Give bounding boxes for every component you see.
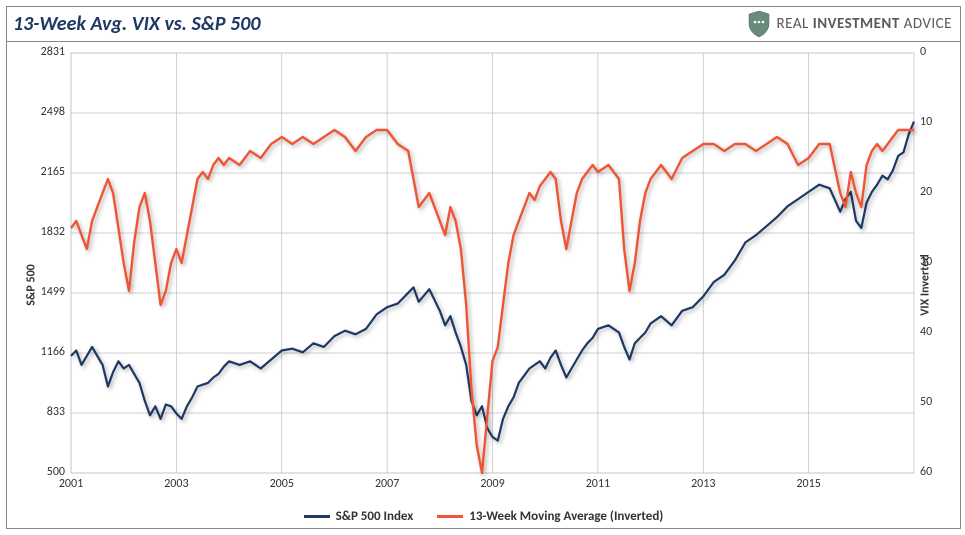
tick-label: 50 xyxy=(920,395,932,409)
tick-label: 2498 xyxy=(41,105,65,119)
tick-label: 2013 xyxy=(691,477,715,491)
tick-label: 30 xyxy=(920,255,932,269)
legend-swatch xyxy=(437,515,463,518)
tick-label: 1499 xyxy=(41,285,65,299)
tick-label: 2005 xyxy=(270,477,294,491)
tick-label: 0 xyxy=(920,45,926,59)
legend-label: S&P 500 Index xyxy=(336,509,414,524)
tick-label: 10 xyxy=(920,115,932,129)
title-bar: 13-Week Avg. VIX vs. S&P 500 REAL INVEST… xyxy=(7,7,960,42)
tick-label: 2831 xyxy=(41,45,65,59)
chart-svg xyxy=(7,41,960,528)
tick-label: 2015 xyxy=(796,477,820,491)
tick-label: 40 xyxy=(920,325,932,339)
tick-label: 60 xyxy=(920,465,932,479)
tick-label: 2011 xyxy=(586,477,610,491)
y-left-axis-label: S&P 500 xyxy=(25,264,39,305)
legend-label: 13-Week Moving Average (Inverted) xyxy=(469,509,663,524)
tick-label: 20 xyxy=(920,185,932,199)
tick-label: 1832 xyxy=(41,225,65,239)
tick-label: 2007 xyxy=(375,477,399,491)
legend-item-vix: 13-Week Moving Average (Inverted) xyxy=(437,509,663,524)
legend: S&P 500 Index 13-Week Moving Average (In… xyxy=(7,509,960,524)
tick-label: 833 xyxy=(47,405,65,419)
chart-title: 13-Week Avg. VIX vs. S&P 500 xyxy=(13,12,261,36)
tick-label: 2165 xyxy=(41,165,65,179)
tick-label: 1166 xyxy=(41,345,65,359)
tick-label: 2001 xyxy=(59,477,83,491)
plot-region: S&P 500 VIX Inverted 5008331166149918322… xyxy=(7,41,960,528)
brand-logo: REAL INVESTMENT ADVICE xyxy=(747,10,952,38)
chart-container: 13-Week Avg. VIX vs. S&P 500 REAL INVEST… xyxy=(6,6,961,529)
legend-item-sp500: S&P 500 Index xyxy=(304,509,414,524)
shield-icon xyxy=(747,10,771,38)
brand-text: REAL INVESTMENT ADVICE xyxy=(777,15,952,33)
legend-swatch xyxy=(304,515,330,518)
tick-label: 2003 xyxy=(164,477,188,491)
tick-label: 2009 xyxy=(480,477,504,491)
